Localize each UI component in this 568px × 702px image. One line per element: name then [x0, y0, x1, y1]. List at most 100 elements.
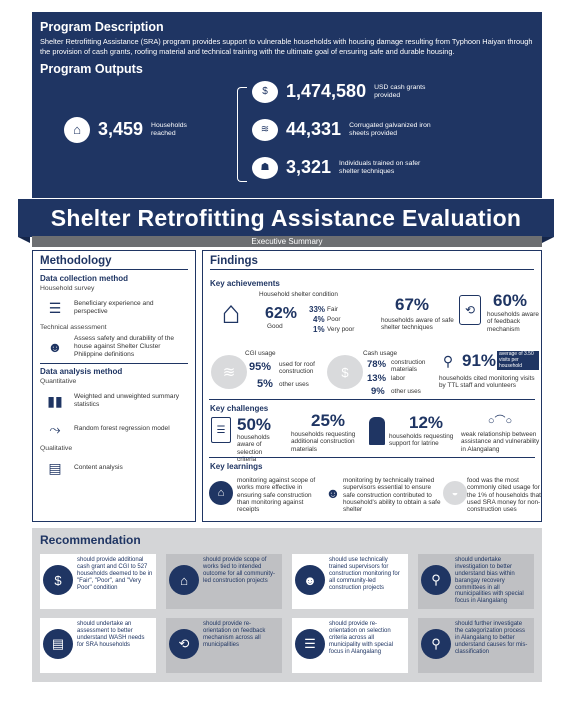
output-label: Corrugated galvanized iron sheets provid… — [349, 122, 431, 137]
roof-sheet-icon: ≋ — [252, 118, 278, 141]
learning-1: monitoring against scope of works more e… — [237, 477, 316, 514]
document-icon: ▤ — [48, 459, 62, 476]
findings-title: Findings — [210, 255, 534, 270]
search-document-icon: ⚲ — [421, 629, 451, 659]
recommendation-title: Recommendation — [40, 533, 141, 547]
recommendation-card: ☻ should use technically trained supervi… — [292, 554, 408, 609]
cgi-other-pct: 5% — [257, 378, 273, 390]
cash-labor-pct: 13% — [367, 373, 387, 384]
regression-icon: ⤳ — [49, 420, 61, 437]
house-document-icon: ⌂ — [169, 565, 199, 595]
learnings-title: Key learnings — [210, 462, 263, 471]
house-icon: ⌂ — [209, 481, 233, 505]
program-description-title: Program Description — [40, 20, 164, 34]
fair-pct: 33% — [309, 305, 326, 314]
households-reached: ⌂ 3,459 Households reached — [64, 116, 201, 143]
condition-label: Household shelter condition — [259, 291, 338, 298]
challenge-1-pct: 50% — [237, 415, 272, 434]
aware-pct: 67% — [395, 295, 430, 314]
quant-item-2: ⤳ Random forest regression model — [44, 417, 188, 441]
good-label: Good — [267, 323, 283, 330]
bar-chart-icon: ▮▮ — [47, 392, 63, 409]
cgi-roof-pct: 95% — [249, 361, 272, 373]
recommendation-card: ☰ should provide re-orientation on selec… — [292, 618, 408, 673]
recommendation-card: ▤ should undertake an assessment to bett… — [40, 618, 156, 673]
evaluation-banner: Shelter Retrofitting Assistance Evaluati… — [18, 199, 554, 243]
output-value: 3,321 — [286, 157, 332, 178]
cash-roof-icon: $ — [43, 565, 73, 595]
cash-label: Cash usage — [363, 350, 398, 357]
checklist-icon: ☰ — [211, 417, 231, 443]
house-check-icon: ⌂ — [221, 293, 241, 330]
cgi-other-label: other uses — [279, 381, 309, 388]
cash-icon: $ — [252, 80, 278, 103]
challenge-2-label: households requesting additional constru… — [291, 431, 356, 453]
food-icon: ◒ — [443, 481, 467, 505]
recommendation-card: $ should provide additional cash grant a… — [40, 554, 156, 609]
output-row-cash: $ 1,474,580 USD cash grants provided — [252, 80, 444, 103]
household-survey-label: Household survey — [40, 285, 95, 292]
technical-assessment-label: Technical assessment — [40, 324, 107, 331]
output-label: USD cash grants provided — [374, 84, 426, 99]
methodology-panel: Methodology Data collection method House… — [32, 250, 196, 522]
challenge-3-pct: 12% — [409, 413, 444, 432]
output-row-training: ☗ 3,321 Individuals trained on safer she… — [252, 156, 439, 179]
output-row-cgi: ≋ 44,331 Corrugated galvanized iron shee… — [252, 118, 444, 141]
aware-label: households aware of safe shelter techniq… — [381, 317, 454, 332]
fair-label: Fair — [327, 306, 339, 313]
outputs-brace — [237, 86, 247, 182]
poor-label: Poor — [327, 316, 341, 323]
qual-item: ▤ Content analysis — [44, 456, 188, 480]
challenge-4-label: weak relationship between assistance and… — [461, 431, 540, 453]
house-icon: ⌂ — [64, 116, 90, 143]
investigation-icon: ⚲ — [421, 565, 451, 595]
recommendation-card: ⚲ should undertake investigation to bett… — [418, 554, 534, 609]
cash-mat-label: construction materials — [391, 359, 426, 374]
program-description-text: Shelter Retrofitting Assistance (SRA) pr… — [40, 37, 533, 56]
monitor-badge: average of 3.50 visits per household — [497, 351, 539, 371]
qualitative-label: Qualitative — [40, 445, 73, 452]
search-icon: ⚲ — [442, 352, 454, 369]
learning-2: monitoring by technically trained superv… — [343, 477, 441, 514]
cash-labor-label: labor — [391, 375, 406, 382]
survey-item: ☰ Beneficiary experience and perspective — [44, 296, 188, 320]
findings-panel: Findings Key achievements ⌂ Household sh… — [202, 250, 542, 522]
achievements-title: Key achievements — [210, 279, 280, 288]
feedback-pct: 60% — [493, 291, 528, 310]
households-value: 3,459 — [98, 119, 144, 140]
methodology-title: Methodology — [40, 255, 188, 270]
program-outputs: ⌂ 3,459 Households reached $ 1,474,580 U… — [40, 79, 534, 194]
poor-pct: 4% — [313, 315, 325, 324]
recommendation-card: ⌂ should provide scope of works tied to … — [166, 554, 282, 609]
latrine-icon — [369, 417, 385, 445]
checklist-icon: ☰ — [48, 299, 62, 316]
worker-icon: ☻ — [295, 565, 325, 595]
program-section: Program Description Shelter Retrofitting… — [32, 12, 542, 198]
monitor-pct: 91% — [462, 351, 497, 370]
quant-item-1: ▮▮ Weighted and unweighted summary stati… — [44, 389, 188, 413]
cash-icon: $ — [327, 355, 363, 389]
households-label: Households reached — [151, 122, 187, 137]
verypoor-pct: 1% — [313, 325, 325, 334]
recommendation-card: ⚲ should further investigate the categor… — [418, 618, 534, 673]
program-outputs-title: Program Outputs — [40, 61, 143, 76]
cash-mat-pct: 78% — [367, 359, 387, 370]
collection-title: Data collection method — [40, 274, 129, 283]
criteria-icon: ☰ — [295, 629, 325, 659]
feedback-icon: ⟲ — [459, 295, 481, 325]
cgi-label: CGI usage — [245, 350, 276, 357]
good-pct: 62% — [265, 305, 298, 322]
cash-other-pct: 9% — [371, 386, 385, 397]
weak-link-icon: ○⌒○ — [487, 415, 513, 427]
document-icon: ▤ — [43, 629, 73, 659]
output-label: Individuals trained on safer shelter tec… — [339, 160, 421, 175]
training-icon: ☗ — [252, 156, 278, 179]
output-value: 44,331 — [286, 119, 342, 140]
monitor-label: households cited monitoring visits by TT… — [439, 375, 535, 390]
worker-icon: ☻ — [325, 485, 341, 501]
output-value: 1,474,580 — [286, 81, 367, 102]
feedback-icon: ⟲ — [169, 629, 199, 659]
roof-sheet-icon: ≋ — [211, 355, 247, 389]
feedback-label: households aware of feedback mechanism — [487, 311, 539, 333]
learning-3: food was the most commonly cited usage f… — [467, 477, 541, 514]
